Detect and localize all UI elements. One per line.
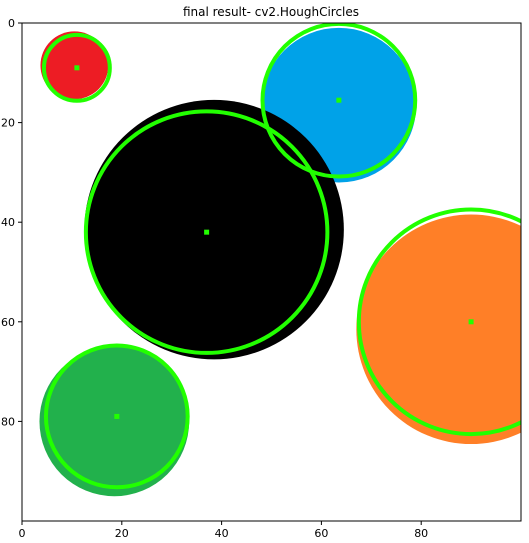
- detections-layer: [41, 23, 521, 490]
- x-axis: 0 20 40 60 80: [19, 521, 428, 540]
- y-axis: 0 20 40 60 80: [1, 17, 22, 428]
- x-tick-label: 80: [414, 527, 428, 540]
- x-tick-label: 60: [314, 527, 328, 540]
- orange-circle: [356, 214, 521, 445]
- axes-frame: [21, 22, 522, 522]
- detected-circle-center: [204, 229, 210, 235]
- x-tick-label: 40: [215, 527, 229, 540]
- green-circle: [39, 346, 190, 497]
- detected-circle-center: [114, 413, 120, 419]
- black-circle: [84, 99, 344, 360]
- y-tick-label: 60: [1, 316, 15, 329]
- y-tick-label: 40: [1, 216, 15, 229]
- x-tick-label: 20: [115, 527, 129, 540]
- detected-circle-center: [336, 97, 342, 103]
- detected-circle-outline: [83, 109, 330, 355]
- detected-circle-outline: [41, 32, 112, 103]
- detected-circle-outline: [356, 207, 521, 437]
- detected-circle-center: [74, 65, 80, 71]
- y-tick-label: 0: [8, 17, 15, 30]
- image-plot-area: [21, 22, 522, 522]
- detected-circle-center: [468, 319, 474, 325]
- detected-circle-outline: [260, 23, 418, 179]
- x-tick-label: 0: [19, 527, 26, 540]
- y-tick-label: 20: [1, 117, 15, 130]
- plot-title: final result- cv2.HoughCircles: [183, 5, 359, 19]
- circles-layer: [39, 27, 521, 497]
- y-tick-label: 80: [1, 415, 15, 428]
- detected-circle-outline: [43, 343, 190, 490]
